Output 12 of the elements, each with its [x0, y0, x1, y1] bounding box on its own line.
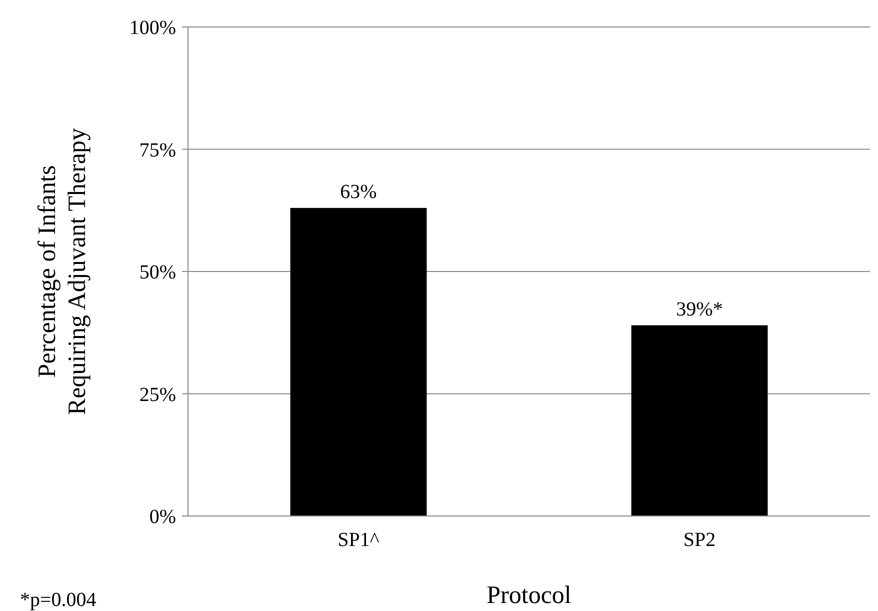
y-axis-title: Percentage of Infants Requiring Adjuvant Therapy [34, 128, 91, 415]
data-label: 63% [340, 180, 377, 203]
y-tick-label: 75% [139, 139, 176, 162]
y-tick-label: 0% [149, 506, 176, 528]
x-axis-title: Protocol [486, 582, 572, 609]
data-label: 39%* [676, 298, 723, 320]
text: *p=0.004 [20, 589, 96, 611]
y-tick-label: 50% [139, 262, 176, 284]
x-tick-label: SP1^ [338, 529, 380, 551]
y-tick-label: 25% [139, 384, 176, 406]
x-tick-label: SP2 [683, 529, 716, 551]
y-tick-label: 100% [129, 17, 176, 39]
